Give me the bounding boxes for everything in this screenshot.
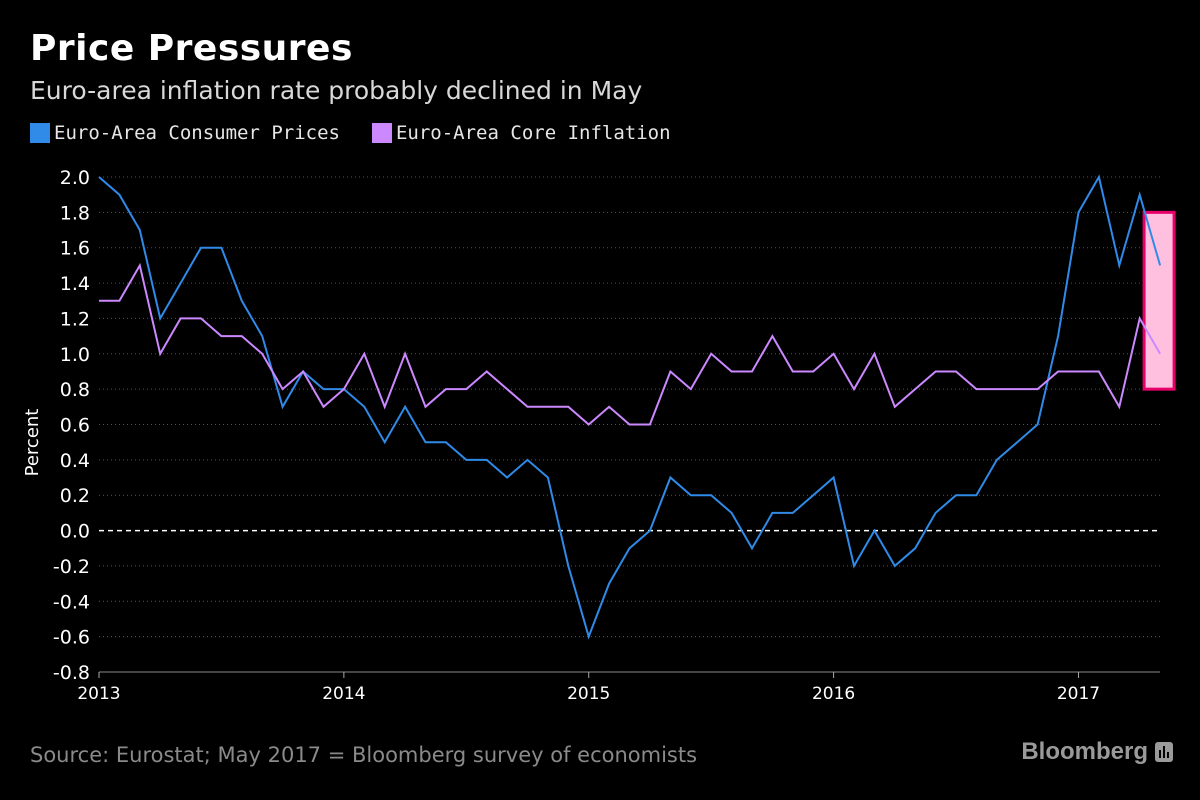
y-tick-label: -0.4 bbox=[53, 591, 90, 613]
legend: Euro-Area Consumer Prices Euro-Area Core… bbox=[30, 122, 703, 144]
series-line-consumer-prices bbox=[98, 174, 1162, 640]
y-tick-label: 0.8 bbox=[60, 379, 90, 401]
legend-label-core-inflation: Euro-Area Core Inflation bbox=[395, 122, 671, 144]
bloomberg-logo: Bloomberg bbox=[1021, 738, 1174, 766]
legend-swatch-core-inflation bbox=[371, 123, 392, 143]
y-tick-label: -0.6 bbox=[53, 627, 90, 649]
y-tick-label: 1.8 bbox=[60, 202, 90, 224]
legend-swatch-consumer-prices bbox=[30, 123, 50, 143]
x-tick-label: 2017 bbox=[1057, 684, 1100, 704]
x-tick-label: 2016 bbox=[812, 684, 855, 704]
legend-label-consumer-prices: Euro-Area Consumer Prices bbox=[54, 122, 340, 144]
y-tick-label: 0.2 bbox=[60, 485, 90, 507]
y-tick-label: -0.2 bbox=[53, 556, 90, 578]
brand-name: Bloomberg bbox=[1021, 738, 1148, 765]
y-tick-label: 0.6 bbox=[60, 415, 90, 437]
y-tick-label: 1.2 bbox=[60, 308, 90, 330]
y-tick-label: 1.6 bbox=[60, 238, 90, 260]
forecast-box bbox=[1142, 210, 1176, 391]
series-line-core-inflation bbox=[99, 262, 1161, 426]
source-note: Source: Eurostat; May 2017 = Bloomberg s… bbox=[30, 743, 698, 767]
x-tick-label: 2015 bbox=[567, 684, 610, 704]
y-axis-label: Percent bbox=[22, 409, 43, 477]
legend-item-core-inflation: Euro-Area Core Inflation bbox=[371, 122, 671, 144]
chart-subtitle: Euro-area inflation rate probably declin… bbox=[30, 76, 643, 105]
y-tick-label: -0.8 bbox=[53, 662, 90, 684]
y-tick-label: 0.0 bbox=[60, 521, 90, 543]
x-tick-label: 2014 bbox=[322, 684, 365, 704]
bloomberg-chart-icon bbox=[1155, 742, 1173, 762]
y-tick-label: 1.0 bbox=[60, 344, 90, 366]
y-tick-label: 0.4 bbox=[60, 450, 90, 472]
legend-item-consumer-prices: Euro-Area Consumer Prices bbox=[30, 122, 340, 144]
x-tick-label: 2013 bbox=[77, 684, 120, 704]
chart-title: Price Pressures bbox=[30, 28, 353, 69]
y-tick-label: 2.0 bbox=[60, 167, 90, 189]
y-tick-label: 1.4 bbox=[60, 273, 90, 295]
